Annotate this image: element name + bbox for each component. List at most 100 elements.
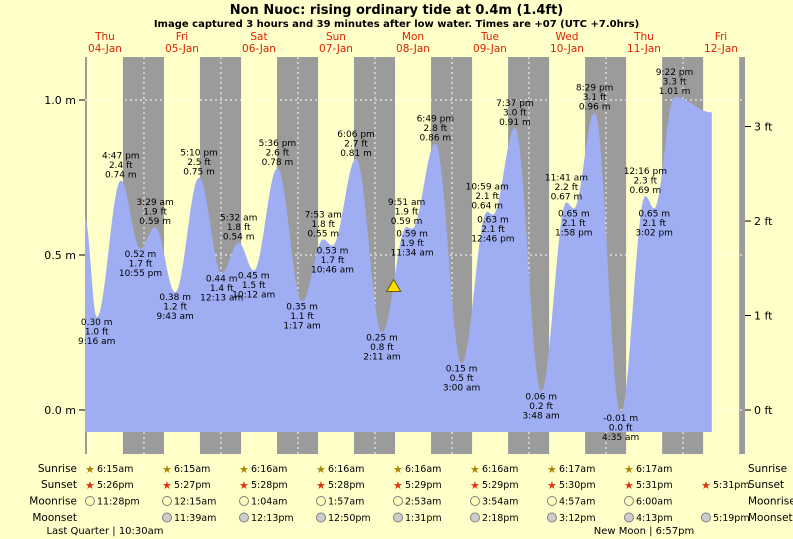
sunset-time: 5:27pm [174,480,211,491]
sunrise-time: 6:16am [482,464,518,475]
tide-high-label: 0.59 m [391,217,423,227]
tide-high-label: 2.5 ft [187,158,211,168]
tide-high-label: 0.55 m [307,230,339,240]
tide-high-label: 3.0 ft [503,108,527,118]
moonrise-icon [392,496,403,506]
moonset-time: 12:50pm [328,513,371,524]
tide-low-label: 0.15 m [446,365,478,375]
tide-low-label: 1.9 ft [400,239,424,249]
tide-high-label: 9:51 am [388,198,425,208]
sunrise-star-icon: ★ [316,463,326,476]
day-date-label: 12-Jan [704,43,738,55]
moonset-icon [392,512,403,523]
tide-high-label: 8:29 pm [576,83,614,93]
moonset-time: 11:39am [174,513,216,524]
tide-low-label: 2.1 ft [481,225,505,235]
tide-high-label: 0.64 m [471,202,503,212]
moon-phase-label: Last Quarter | 10:30am [46,526,163,537]
day-date-label: 09-Jan [473,43,507,55]
tide-high-label: 5:10 pm [180,149,218,159]
tide-low-label: -0.01 m [603,414,638,424]
tide-high-label: 0.78 m [262,158,294,168]
tide-high-label: 2.2 ft [555,183,579,193]
day-name-label: Sun [326,31,346,43]
moonrise-icon [623,496,634,506]
sunrise-time: 6:16am [328,464,364,475]
tide-low-label: 2:11 am [363,353,400,363]
tide-low-label: 3:02 pm [635,229,673,239]
tide-low-label: 1.7 ft [321,256,345,266]
tide-low-label: 1.2 ft [163,303,187,313]
tide-low-label: 3:48 am [522,411,559,421]
tide-low-label: 11:34 am [391,249,434,259]
moonset-icon [546,512,557,523]
astro-row-label-left: Sunrise [38,463,77,475]
day-name-label: Sat [250,31,267,43]
moonrise-icon [546,496,557,506]
tide-low-label: 0.53 m [317,247,349,257]
tide-low-label: 0.06 m [525,392,557,402]
moonset-time: 3:12pm [559,513,596,524]
tide-high-label: 0.86 m [420,133,452,143]
tide-low-label: 0.30 m [81,318,113,328]
tide-high-label: 1.01 m [659,87,691,97]
tide-low-label: 0.63 m [477,216,509,226]
sunrise-star-icon: ★ [393,463,403,476]
sunrise-star-icon: ★ [162,463,172,476]
tide-high-label: 11:41 am [545,173,588,183]
astro-row-label-right: Sunrise [748,463,787,475]
tide-high-label: 3.1 ft [583,93,607,103]
day-date-label: 06-Jan [242,43,276,55]
y-axis-label-m: 0.0 m [44,404,76,417]
day-date-label: 10-Jan [550,43,584,55]
tide-low-label: 0.25 m [366,334,398,344]
y-axis-label-ft: 2 ft [754,215,773,228]
tide-high-label: 2.3 ft [633,177,657,187]
astro-row-label-right: Sunset [748,479,784,491]
tide-high-label: 0.67 m [551,192,583,202]
sunset-star-icon: ★ [239,479,249,492]
tide-high-label: 0.54 m [223,233,255,243]
tide-low-label: 0.59 m [396,230,428,240]
moonrise-time: 3:54am [482,497,518,508]
tide-low-label: 10:12 am [232,291,275,301]
tide-low-label: 2.1 ft [562,219,586,229]
tide-low-label: 0.52 m [125,250,157,260]
sunset-time: 5:26pm [97,480,134,491]
page-subtitle: Image captured 3 hours and 39 minutes af… [153,19,640,30]
tide-high-label: 3:29 am [136,198,173,208]
sunset-star-icon: ★ [393,479,403,492]
tide-high-label: 0.69 m [629,186,661,196]
tide-high-label: 2.1 ft [475,192,499,202]
sunset-star-icon: ★ [162,479,172,492]
sunset-star-icon: ★ [316,479,326,492]
moonrise-time: 1:04am [251,497,287,508]
sunset-time: 5:31pm [636,480,673,491]
moonrise-time: 11:28pm [97,497,140,508]
page-title: Non Nuoc: rising ordinary tide at 0.4m (… [229,3,564,18]
moonset-time: 5:19pm [713,513,750,524]
sunset-star-icon: ★ [470,479,480,492]
tide-high-label: 0.75 m [183,168,215,178]
y-axis-label-ft: 3 ft [754,121,773,134]
sunrise-time: 6:16am [251,464,287,475]
tide-low-label: 2.1 ft [642,219,666,229]
sunrise-star-icon: ★ [239,463,249,476]
moon-phase-label: New Moon | 6:57pm [594,526,694,537]
tide-low-label: 9:43 am [156,312,193,322]
tide-high-label: 6:06 pm [337,130,375,140]
day-date-label: 07-Jan [319,43,353,55]
tide-low-label: 1.5 ft [242,281,266,291]
tide-low-label: 0.65 m [638,210,670,220]
day-date-label: 05-Jan [165,43,199,55]
tide-low-label: 0.65 m [558,210,590,220]
moonrise-icon [469,496,480,506]
sunset-time: 5:29pm [482,480,519,491]
moonset-icon [700,512,711,523]
sunrise-star-icon: ★ [85,463,95,476]
day-name-label: Wed [556,31,579,43]
sunrise-star-icon: ★ [547,463,557,476]
sunrise-time: 6:16am [405,464,441,475]
moonset-icon [238,512,249,523]
tide-high-label: 10:59 am [466,183,509,193]
